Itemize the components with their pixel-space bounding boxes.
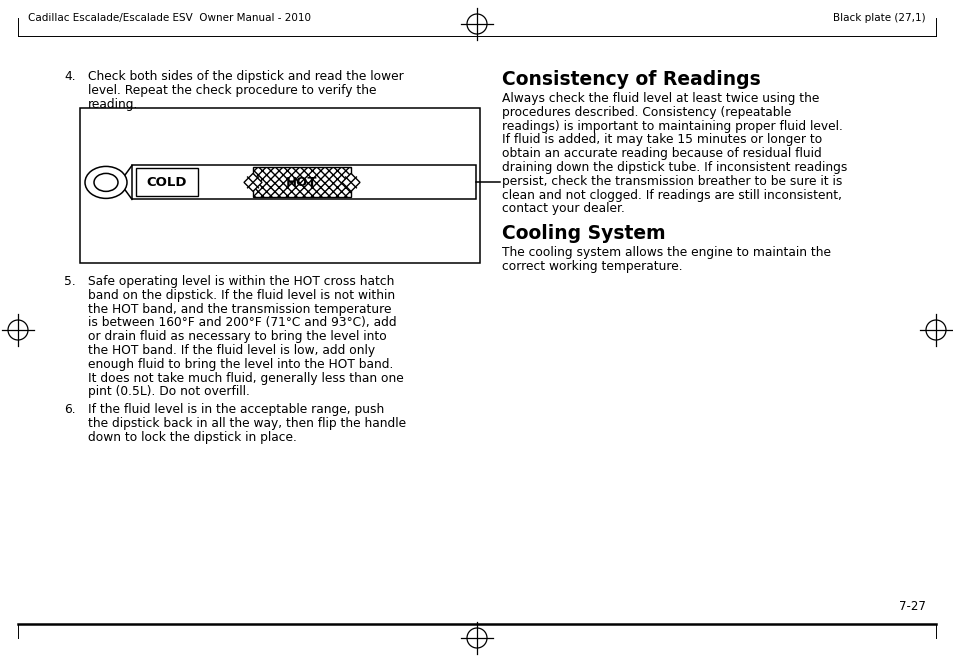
Text: Cooling System: Cooling System (501, 224, 665, 243)
Text: clean and not clogged. If readings are still inconsistent,: clean and not clogged. If readings are s… (501, 188, 841, 202)
Text: reading.: reading. (88, 98, 138, 111)
Text: Safe operating level is within the HOT cross hatch: Safe operating level is within the HOT c… (88, 275, 394, 288)
Ellipse shape (85, 166, 127, 198)
Text: down to lock the dipstick in place.: down to lock the dipstick in place. (88, 431, 296, 444)
Bar (136, 168, 198, 196)
Text: The cooling system allows the engine to maintain the: The cooling system allows the engine to … (501, 246, 830, 259)
Text: COLD: COLD (147, 176, 187, 189)
Bar (253, 168, 351, 198)
Text: obtain an accurate reading because of residual fluid: obtain an accurate reading because of re… (501, 147, 821, 160)
Text: correct working temperature.: correct working temperature. (501, 260, 682, 273)
Text: level. Repeat the check procedure to verify the: level. Repeat the check procedure to ver… (88, 84, 376, 97)
Text: 6.: 6. (64, 403, 75, 416)
Text: Check both sides of the dipstick and read the lower: Check both sides of the dipstick and rea… (88, 70, 403, 83)
Text: Always check the fluid level at least twice using the: Always check the fluid level at least tw… (501, 92, 819, 105)
Text: 7-27: 7-27 (898, 600, 925, 613)
Text: Black plate (27,1): Black plate (27,1) (833, 13, 925, 23)
Text: enough fluid to bring the level into the HOT band.: enough fluid to bring the level into the… (88, 358, 393, 371)
Text: procedures described. Consistency (repeatable: procedures described. Consistency (repea… (501, 106, 791, 119)
Bar (253, 168, 351, 198)
Text: Consistency of Readings: Consistency of Readings (501, 70, 760, 89)
Bar (80, 108, 479, 263)
Bar (132, 166, 476, 200)
Ellipse shape (94, 174, 118, 192)
Text: the HOT band. If the fluid level is low, add only: the HOT band. If the fluid level is low,… (88, 344, 375, 357)
Text: the HOT band, and the transmission temperature: the HOT band, and the transmission tempe… (88, 303, 391, 315)
Text: persist, check the transmission breather to be sure it is: persist, check the transmission breather… (501, 175, 841, 188)
Text: draining down the dipstick tube. If inconsistent readings: draining down the dipstick tube. If inco… (501, 161, 846, 174)
Text: band on the dipstick. If the fluid level is not within: band on the dipstick. If the fluid level… (88, 289, 395, 302)
Text: or drain fluid as necessary to bring the level into: or drain fluid as necessary to bring the… (88, 330, 386, 343)
Text: If the fluid level is in the acceptable range, push: If the fluid level is in the acceptable … (88, 403, 384, 416)
Text: If fluid is added, it may take 15 minutes or longer to: If fluid is added, it may take 15 minute… (501, 134, 821, 146)
Polygon shape (341, 174, 359, 192)
Text: 5.: 5. (64, 275, 75, 288)
Text: contact your dealer.: contact your dealer. (501, 202, 624, 215)
Polygon shape (244, 174, 262, 192)
Text: HOT: HOT (286, 176, 317, 189)
Text: It does not take much fluid, generally less than one: It does not take much fluid, generally l… (88, 371, 403, 385)
Text: 4.: 4. (64, 70, 75, 83)
Text: the dipstick back in all the way, then flip the handle: the dipstick back in all the way, then f… (88, 417, 406, 430)
Text: Cadillac Escalade/Escalade ESV  Owner Manual - 2010: Cadillac Escalade/Escalade ESV Owner Man… (28, 13, 311, 23)
Text: pint (0.5L). Do not overfill.: pint (0.5L). Do not overfill. (88, 385, 250, 398)
Text: is between 160°F and 200°F (71°C and 93°C), add: is between 160°F and 200°F (71°C and 93°… (88, 317, 396, 329)
Text: readings) is important to maintaining proper fluid level.: readings) is important to maintaining pr… (501, 120, 842, 133)
